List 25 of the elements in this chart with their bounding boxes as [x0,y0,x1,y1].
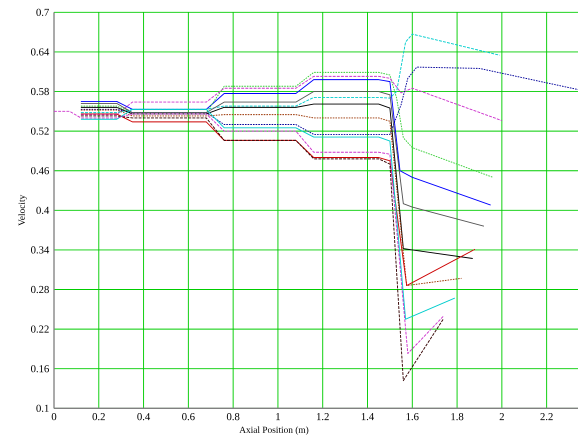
y-tick-label: 0.4 [36,206,50,214]
x-tick-label: 1.4 [362,413,374,420]
x-tick-label: 2.2 [540,413,553,420]
x-tick-label: 0.2 [92,413,105,420]
x-tick-label: 1.2 [316,413,329,420]
y-tick-label: 0.46 [31,167,49,174]
y-tick-label: 0.16 [31,365,49,372]
x-tick-label: 0 [52,413,56,420]
x-tick-label: 1 [276,413,280,420]
x-axis-title: Axial Position (m) [239,426,308,435]
y-tick-label: 0.64 [31,48,50,56]
x-tick-label: 0.4 [137,413,150,420]
y-tick-label: 0.52 [31,128,49,135]
x-tick-label: 1.6 [406,413,419,420]
y-tick-label: 0.7 [36,8,49,16]
y-axis-title: Velocity [18,194,27,226]
y-tick-label: 0.22 [31,326,49,333]
y-tick-label: 0.58 [31,88,49,96]
x-tick-label: 1.8 [451,413,464,420]
x-tick-label: 0.6 [182,413,195,420]
y-tick-label: 0.28 [31,286,49,294]
y-tick-label: 0.1 [36,404,49,412]
x-tick-label: 2 [500,413,504,420]
y-tick-label: 0.34 [31,246,50,254]
x-tick-label: 0.8 [226,413,240,420]
